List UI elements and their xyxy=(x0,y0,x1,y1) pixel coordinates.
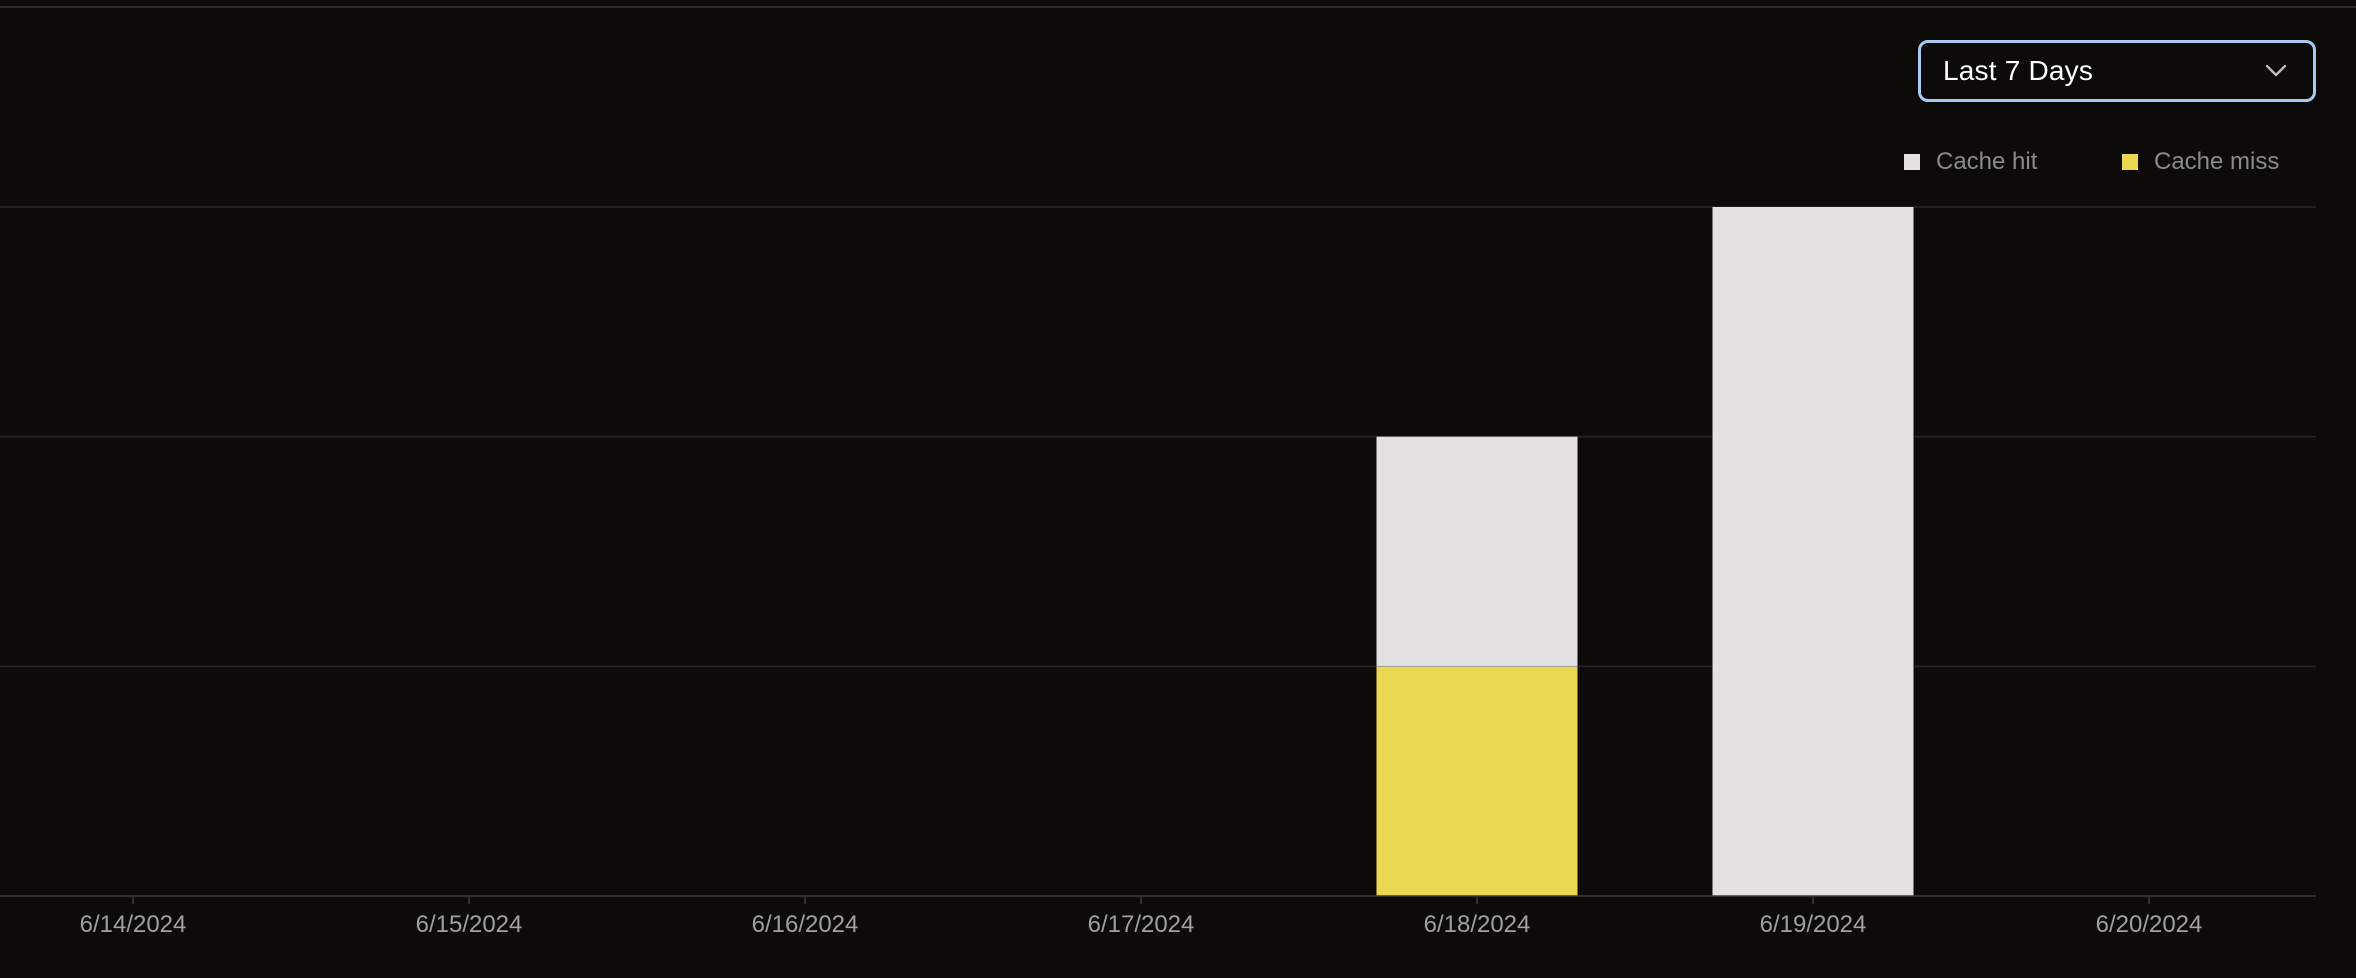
x-tick-label: 6/19/2024 xyxy=(1760,911,1867,938)
x-tick-label: 6/16/2024 xyxy=(752,911,859,938)
x-tick-label: 6/17/2024 xyxy=(1088,911,1195,938)
time-range-select[interactable]: Last 7 Days xyxy=(1918,40,2316,102)
bar-cache-miss-6-18-2024 xyxy=(1376,666,1578,896)
legend-label-cache-miss: Cache miss xyxy=(2154,148,2280,175)
time-range-value: Last 7 Days xyxy=(1943,55,2094,86)
x-tick-label: 6/14/2024 xyxy=(80,911,187,938)
bar-cache-hit-6-18-2024 xyxy=(1376,436,1578,667)
chevron-down-icon[interactable] xyxy=(2263,58,2289,84)
legend-item-cache-miss: Cache miss xyxy=(2122,148,2279,176)
x-tick-label: 6/20/2024 xyxy=(2096,911,2203,938)
x-tick-label: 6/15/2024 xyxy=(416,911,523,938)
legend-swatch-cache-miss xyxy=(2122,154,2138,170)
bar-cache-hit-6-19-2024 xyxy=(1712,207,1914,896)
legend-item-cache-hit: Cache hit xyxy=(1904,148,2037,176)
legend-swatch-cache-hit xyxy=(1904,154,1920,170)
legend-label-cache-hit: Cache hit xyxy=(1936,148,2038,175)
top-divider xyxy=(0,6,2356,8)
x-tick-label: 6/18/2024 xyxy=(1424,911,1531,938)
